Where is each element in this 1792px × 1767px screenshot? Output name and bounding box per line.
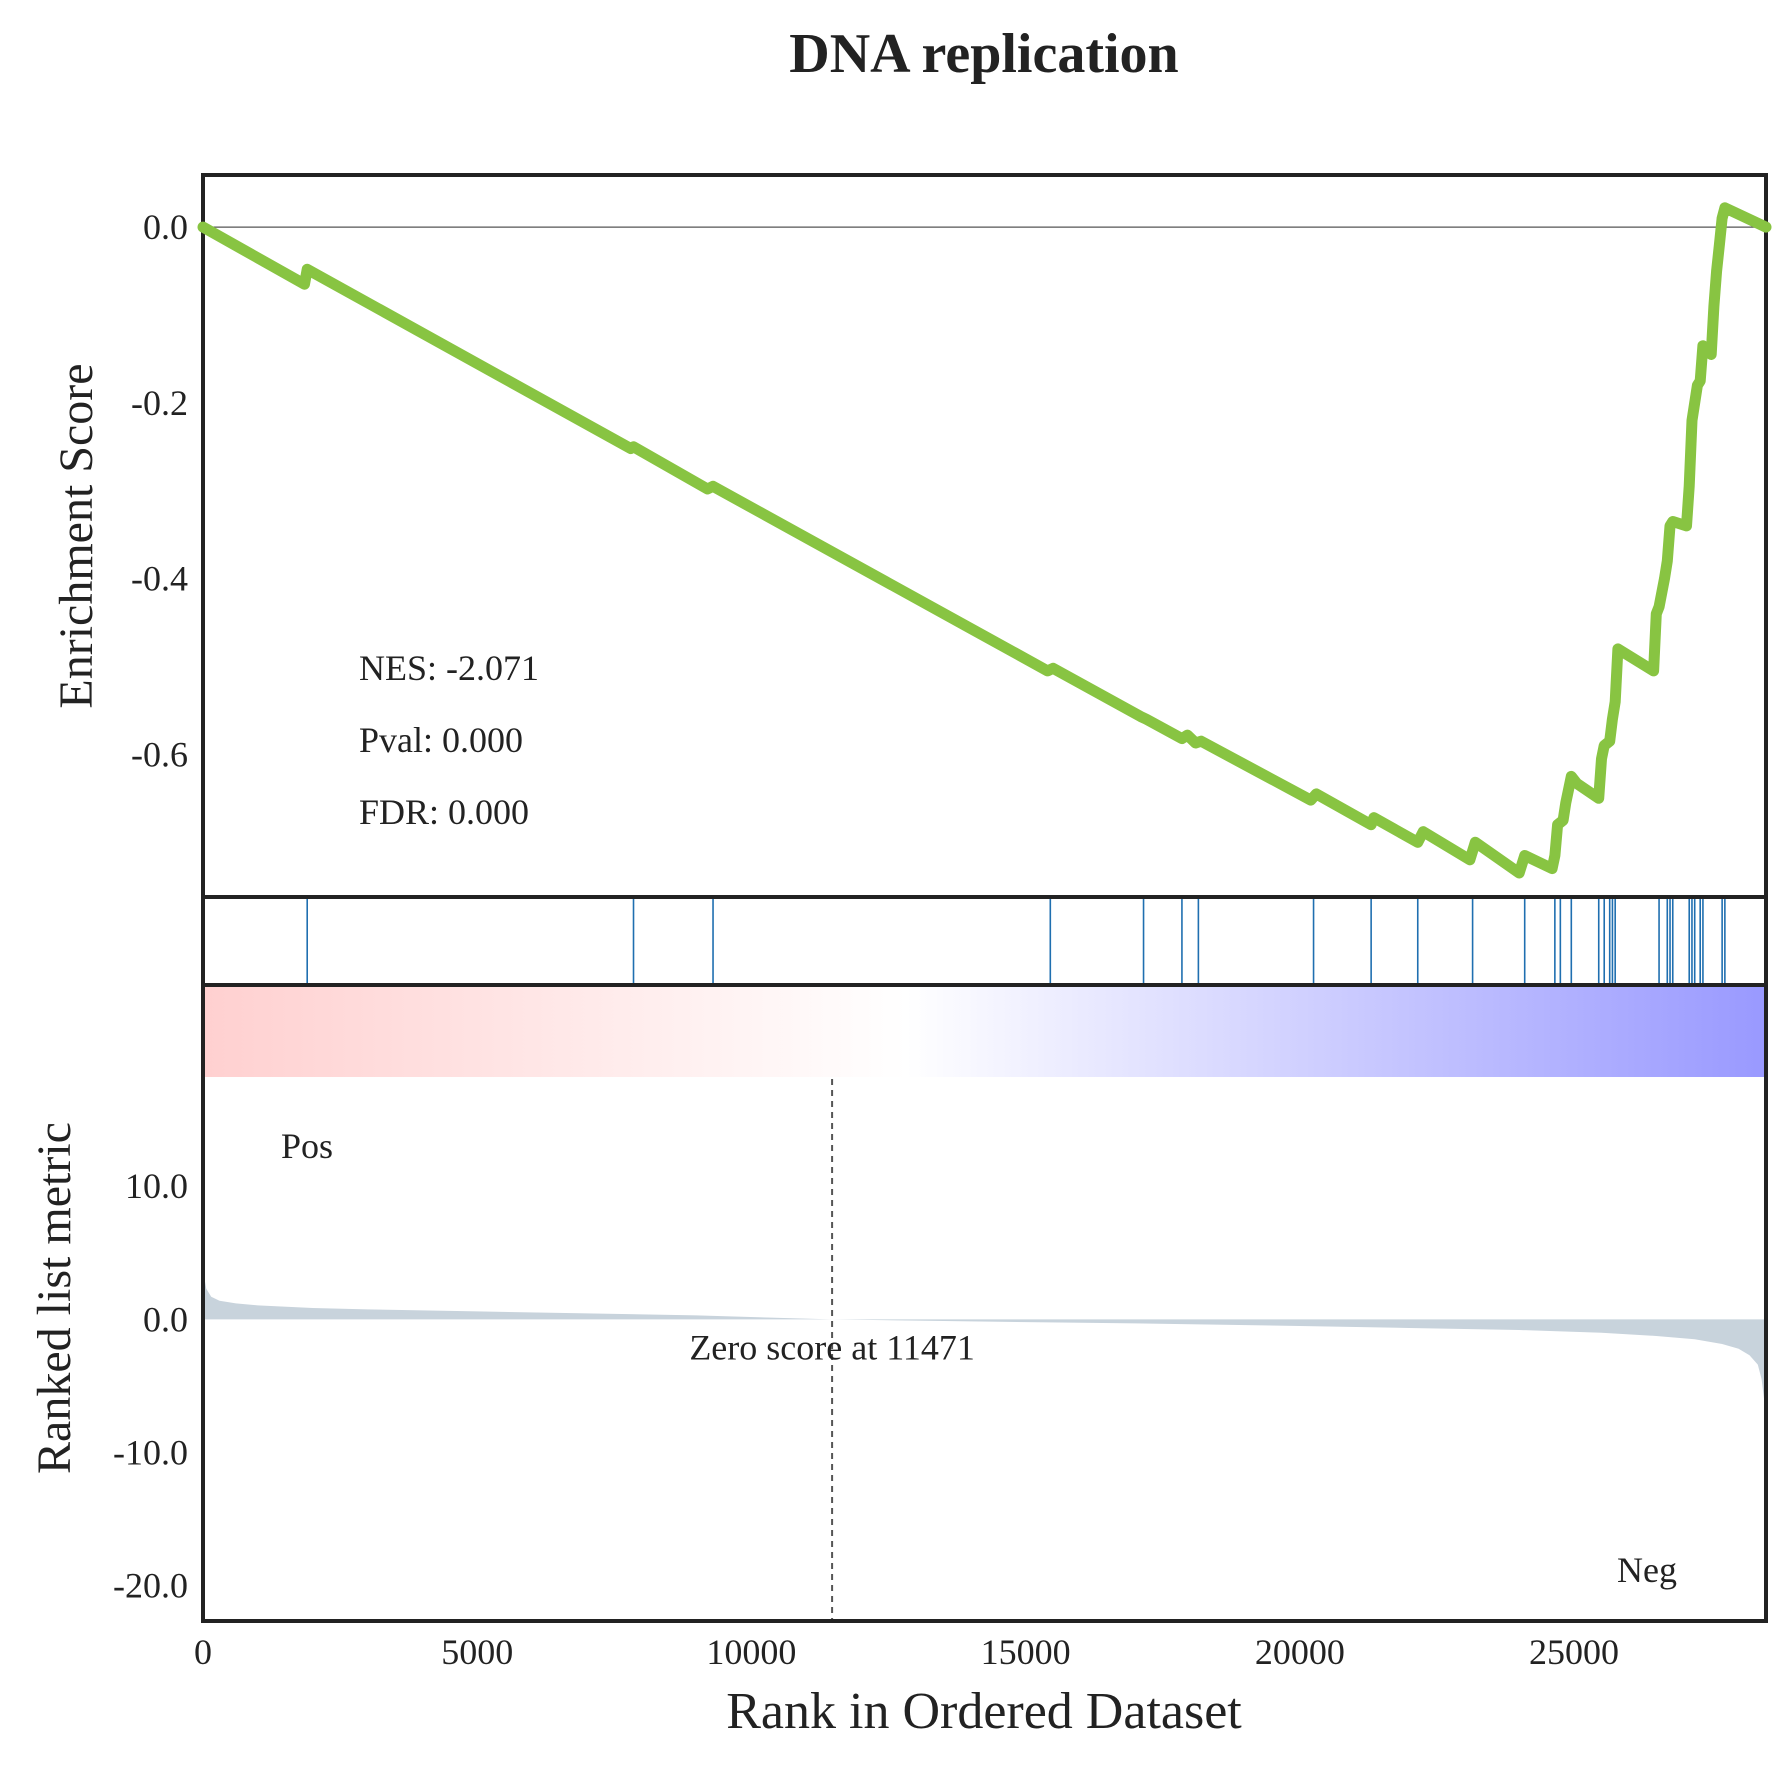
pos-label: Pos — [281, 1126, 333, 1166]
x-tick-label: 25000 — [1529, 1632, 1619, 1672]
es-stat-nes: NES: -2.071 — [359, 648, 539, 688]
ranked-metric-panel: 10.0 0.0 -10.0 -20.0 Zero score at 11471 Po… — [28, 983, 1768, 1623]
x-tick-label: 20000 — [1255, 1632, 1345, 1672]
x-tick-label: 5000 — [441, 1632, 513, 1672]
metric-y-tick-label: 10.0 — [125, 1166, 188, 1206]
metric-y-tick-label: -10.0 — [113, 1433, 188, 1473]
metric-y-axis-label: Ranked list metric — [28, 1122, 81, 1474]
es-y-tick-label: -0.6 — [131, 734, 188, 774]
es-panel-frame — [201, 173, 1768, 899]
hits-panel-frame — [201, 895, 1768, 987]
x-axis-label: Rank in Ordered Dataset — [726, 1683, 1242, 1740]
es-y-tick-label: -0.4 — [131, 559, 188, 599]
es-y-tick-label: 0.0 — [143, 207, 188, 247]
metric-y-ticks: 10.0 0.0 -10.0 -20.0 — [113, 1166, 188, 1606]
hits-panel — [201, 895, 1768, 987]
gene-hit-lines — [306, 899, 1726, 983]
enrichment-score-line — [197, 202, 1772, 879]
zero-score-label: Zero score at 11471 — [689, 1327, 975, 1367]
chart-title: DNA replication — [789, 23, 1178, 85]
rank-heatmap-bar — [203, 987, 1766, 1077]
metric-y-tick-label: 0.0 — [143, 1299, 188, 1339]
x-tick-label: 15000 — [981, 1632, 1071, 1672]
es-stat-fdr: FDR: 0.000 — [359, 792, 529, 832]
x-tick-label: 10000 — [706, 1632, 796, 1672]
es-y-tick-label: -0.2 — [131, 383, 188, 423]
x-tick-label: 0 — [194, 1632, 212, 1672]
ranked-metric-area — [203, 1263, 1766, 1426]
neg-label: Neg — [1617, 1550, 1677, 1590]
es-stat-pval: Pval: 0.000 — [359, 720, 523, 760]
metric-panel-frame — [201, 983, 1768, 1623]
es-y-axis-label: Enrichment Score — [50, 363, 103, 708]
enrichment-score-panel: 0.0-0.2-0.4-0.6 NES: -2.071 Pval: 0.000 … — [50, 173, 1772, 899]
x-axis-ticks: 0 5000 10000 15000 20000 25000 — [194, 1632, 1619, 1672]
metric-y-tick-label: -20.0 — [113, 1566, 188, 1606]
es-y-ticks: 0.0 -0.2 -0.4 -0.6 — [131, 207, 188, 774]
